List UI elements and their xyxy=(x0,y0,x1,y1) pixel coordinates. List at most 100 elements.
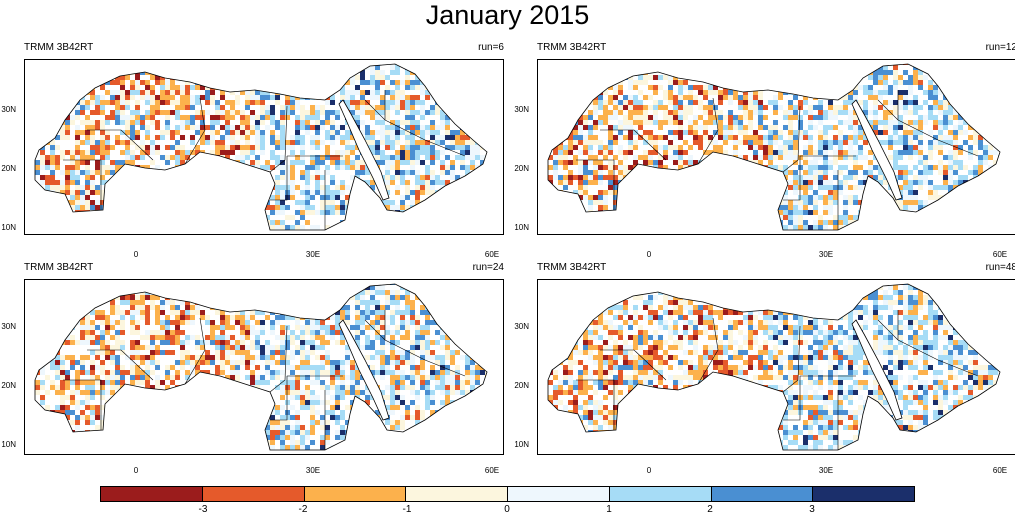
anomaly-cell xyxy=(748,65,753,70)
anomaly-cell xyxy=(968,225,973,230)
anomaly-cell xyxy=(583,65,588,70)
anomaly-cell xyxy=(430,160,435,165)
anomaly-cell xyxy=(295,160,300,165)
anomaly-cell xyxy=(763,105,768,110)
anomaly-cell xyxy=(400,150,405,155)
anomaly-cell xyxy=(948,165,953,170)
anomaly-cell xyxy=(733,220,738,225)
anomaly-cell xyxy=(140,120,145,125)
anomaly-cell xyxy=(465,65,470,70)
anomaly-cell xyxy=(395,65,400,70)
anomaly-cell xyxy=(753,75,758,80)
anomaly-cell xyxy=(918,150,923,155)
anomaly-cell xyxy=(330,95,335,100)
anomaly-cell xyxy=(678,185,683,190)
anomaly-cell xyxy=(310,284,315,285)
anomaly-cell xyxy=(1008,80,1013,85)
anomaly-cell xyxy=(753,215,758,220)
anomaly-cell xyxy=(1008,140,1013,145)
anomaly-cell xyxy=(798,180,803,185)
anomaly-cell xyxy=(588,125,593,130)
anomaly-cell xyxy=(888,145,893,150)
anomaly-cell xyxy=(583,165,588,170)
anomaly-cell xyxy=(838,80,843,85)
anomaly-cell xyxy=(180,75,185,80)
anomaly-cell xyxy=(390,130,395,135)
anomaly-cell xyxy=(788,155,793,160)
anomaly-cell xyxy=(683,115,688,120)
anomaly-cell xyxy=(210,210,215,215)
anomaly-cell xyxy=(593,170,598,175)
anomaly-cell xyxy=(943,70,948,75)
anomaly-cell xyxy=(490,120,495,125)
anomaly-cell xyxy=(295,125,300,130)
anomaly-cell xyxy=(873,195,878,200)
anomaly-cell xyxy=(933,190,938,195)
anomaly-cell xyxy=(773,180,778,185)
anomaly-cell xyxy=(593,155,598,160)
anomaly-cell xyxy=(998,220,1000,225)
anomaly-cell xyxy=(265,284,270,285)
anomaly-cell xyxy=(548,225,553,230)
anomaly-cell xyxy=(968,64,973,65)
anomaly-cell xyxy=(450,200,455,205)
anomaly-cell xyxy=(420,180,425,185)
anomaly-cell xyxy=(405,150,410,155)
anomaly-cell xyxy=(390,140,395,145)
anomaly-cell xyxy=(633,190,638,195)
anomaly-cell xyxy=(320,125,325,130)
anomaly-cell xyxy=(543,150,548,155)
anomaly-cell xyxy=(305,80,310,85)
anomaly-cell xyxy=(1008,170,1013,175)
anomaly-cell xyxy=(345,195,350,200)
anomaly-cell xyxy=(688,195,693,200)
anomaly-cell xyxy=(553,130,558,135)
anomaly-cell xyxy=(110,64,115,65)
anomaly-cell xyxy=(65,100,70,105)
anomaly-cell xyxy=(813,160,818,165)
anomaly-cell xyxy=(653,140,658,145)
anomaly-cell xyxy=(60,80,65,85)
anomaly-cell xyxy=(723,135,728,140)
anomaly-cell xyxy=(903,180,908,185)
anomaly-cell xyxy=(758,195,763,200)
anomaly-cell xyxy=(598,170,603,175)
anomaly-cell xyxy=(613,210,618,215)
anomaly-cell xyxy=(450,135,455,140)
anomaly-cell xyxy=(390,145,395,150)
anomaly-cell xyxy=(320,85,325,90)
anomaly-cell xyxy=(465,125,470,130)
anomaly-cell xyxy=(643,110,648,115)
anomaly-cell xyxy=(848,120,853,125)
anomaly-cell xyxy=(320,205,325,210)
anomaly-cell xyxy=(425,210,430,215)
anomaly-cell xyxy=(653,110,658,115)
anomaly-cell xyxy=(838,120,843,125)
anomaly-cell xyxy=(210,180,215,185)
anomaly-cell xyxy=(480,285,485,290)
anomaly-cell xyxy=(838,150,843,155)
anomaly-cell xyxy=(953,110,958,115)
anomaly-cell xyxy=(558,180,563,185)
panel-source-label: TRMM 3B42RT xyxy=(24,42,94,53)
anomaly-cell xyxy=(330,135,335,140)
anomaly-cell xyxy=(773,120,778,125)
anomaly-cell xyxy=(455,210,460,215)
anomaly-cell xyxy=(678,120,683,125)
map-panel-run-12: TRMM 3B42RT run=12 xyxy=(537,42,1015,242)
anomaly-cell xyxy=(678,70,683,75)
anomaly-cell xyxy=(435,140,440,145)
country-border xyxy=(783,156,801,201)
anomaly-cell xyxy=(135,200,140,205)
anomaly-cell xyxy=(678,220,683,225)
anomaly-cell xyxy=(903,190,908,195)
anomaly-cell xyxy=(763,64,768,65)
anomaly-cell xyxy=(623,135,628,140)
anomaly-cell xyxy=(808,110,813,115)
anomaly-cell xyxy=(618,125,623,130)
anomaly-cell xyxy=(818,135,823,140)
anomaly-cell xyxy=(703,135,708,140)
anomaly-cell xyxy=(608,175,613,180)
anomaly-cell xyxy=(135,230,140,234)
anomaly-cell xyxy=(250,290,255,295)
